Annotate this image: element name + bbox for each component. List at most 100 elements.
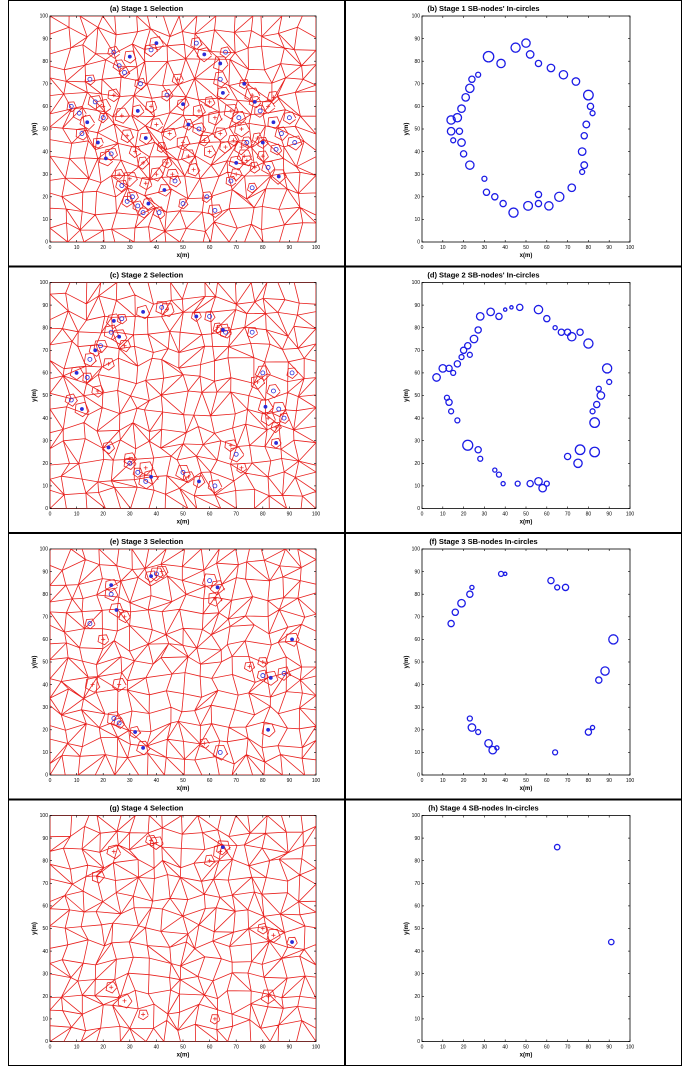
- data-point-open: [276, 406, 282, 412]
- data-point-plus: [212, 1016, 217, 1021]
- incircle: [538, 483, 548, 493]
- x-tick-label: 20: [461, 1045, 467, 1051]
- incircle: [589, 417, 601, 429]
- data-point-open: [108, 151, 114, 157]
- data-point-plus: [252, 165, 257, 170]
- data-point-plus: [165, 160, 170, 165]
- incircle: [608, 634, 619, 645]
- data-point-plus: [228, 443, 233, 448]
- panel-border: [8, 799, 345, 1066]
- data-point-plus: [125, 133, 130, 138]
- chart-title: (a) Stage 1 Selection: [110, 4, 184, 13]
- data-point-plus: [167, 131, 172, 136]
- data-point-filled: [146, 201, 151, 206]
- y-tick-label: 0: [45, 506, 48, 512]
- x-tick-label: 10: [440, 1045, 446, 1051]
- data-point-plus: [111, 849, 116, 854]
- y-tick-label: 50: [414, 393, 420, 399]
- y-tick-label: 10: [414, 217, 420, 223]
- data-point-plus: [215, 325, 220, 330]
- y-tick-label: 40: [414, 949, 420, 955]
- x-tick-label: 90: [606, 1045, 612, 1051]
- incircle: [475, 728, 482, 736]
- voronoi-mesh: [50, 549, 316, 775]
- data-point-plus: [207, 99, 212, 104]
- incircle: [552, 324, 558, 331]
- x-axis-label: x(m): [177, 1053, 190, 1059]
- data-point-plus: [218, 849, 223, 854]
- voronoi-local-cells: [64, 301, 299, 494]
- data-point-open: [217, 76, 223, 82]
- incircle: [526, 479, 534, 488]
- data-point-plus: [181, 140, 185, 145]
- data-point-open: [180, 201, 186, 206]
- data-point-filled: [117, 334, 122, 339]
- data-point-open: [233, 451, 239, 457]
- data-point-plus: [95, 874, 100, 879]
- data-point-open: [138, 81, 143, 87]
- y-tick-label: 80: [42, 325, 48, 331]
- panel-border: [8, 533, 345, 800]
- y-tick-label: 10: [42, 484, 48, 490]
- data-point-filled: [266, 727, 271, 732]
- y-tick-label: 10: [414, 484, 420, 490]
- data-point-open: [223, 329, 228, 335]
- data-point-open: [108, 591, 114, 597]
- data-point-filled: [276, 174, 281, 179]
- x-tick-label: 20: [100, 245, 106, 251]
- y-tick-label: 10: [42, 1017, 48, 1023]
- x-tick-label: 0: [49, 1045, 52, 1051]
- data-point-open: [249, 185, 255, 191]
- x-tick-label: 60: [544, 512, 550, 518]
- axis-ticks: 0 10 20 30 40 50 60 70 80 90 100 0 10 20 30 40 50 60 70 80 9…: [412, 14, 635, 251]
- incircle: [447, 619, 455, 628]
- x-tick-label: 60: [544, 778, 550, 784]
- panel-border: [345, 533, 682, 800]
- incircle: [543, 314, 551, 323]
- y-tick-label: 20: [42, 728, 48, 734]
- y-tick-label: 60: [42, 104, 48, 110]
- incircle: [514, 480, 521, 487]
- y-tick-label: 50: [42, 926, 48, 932]
- incircle: [574, 444, 586, 456]
- data-point-open: [249, 329, 255, 335]
- incircle: [521, 38, 531, 48]
- x-tick-label: 70: [233, 1045, 239, 1051]
- incircle: [580, 132, 589, 140]
- data-point-plus: [239, 145, 244, 150]
- data-point-plus: [207, 858, 212, 863]
- incircle: [461, 92, 471, 102]
- data-point-filled: [181, 102, 185, 107]
- data-point-plus: [149, 104, 154, 109]
- data-point-open: [265, 165, 271, 170]
- x-axis-label: x(m): [520, 520, 533, 526]
- series-plus: [90, 569, 265, 746]
- x-tick-label: 100: [312, 245, 321, 251]
- data-point-open: [130, 194, 135, 200]
- x-tick-label: 0: [49, 512, 52, 518]
- y-tick-label: 50: [414, 660, 420, 666]
- data-point-plus: [247, 664, 252, 669]
- plot-area: [421, 15, 631, 243]
- data-point-open: [236, 115, 242, 121]
- y-tick-label: 80: [42, 592, 48, 598]
- y-tick-label: 70: [414, 615, 420, 621]
- x-axis-label: x(m): [177, 786, 190, 792]
- panel-border: [8, 266, 345, 533]
- incircle: [466, 351, 473, 358]
- incircle: [482, 188, 491, 197]
- data-point-plus: [122, 343, 127, 348]
- voronoi-edges: [50, 282, 316, 509]
- incircle: [567, 183, 577, 193]
- x-tick-label: 10: [74, 778, 80, 784]
- incircle: [494, 745, 500, 751]
- y-tick-label: 40: [42, 149, 48, 155]
- incircle: [469, 584, 475, 591]
- panel-border: [345, 799, 682, 1066]
- x-tick-label: 70: [565, 245, 571, 251]
- y-tick-label: 100: [40, 280, 49, 286]
- incircles: [432, 303, 613, 493]
- data-point-filled: [141, 745, 146, 750]
- data-point-filled: [109, 583, 114, 588]
- incircle: [446, 126, 456, 136]
